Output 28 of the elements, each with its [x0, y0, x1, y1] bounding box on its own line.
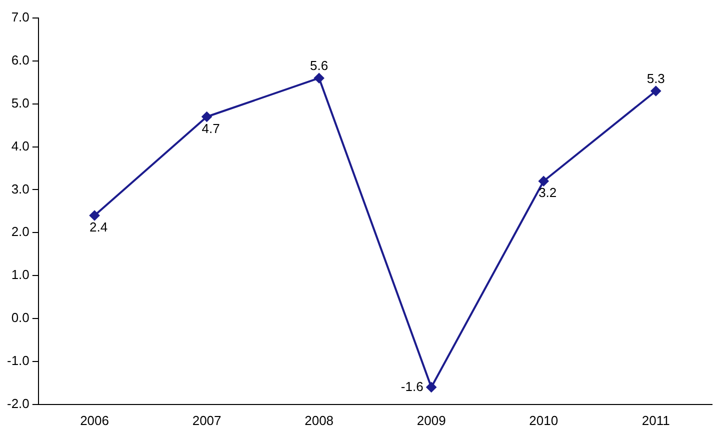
- y-tick-label: 2.0: [11, 224, 30, 240]
- y-tick-label: -1.0: [6, 353, 30, 368]
- point: [650, 86, 661, 96]
- x-tick-label: 2009: [416, 412, 446, 428]
- x-tick-label: 2010: [529, 412, 558, 428]
- y-tick-label: 3.0: [11, 181, 30, 196]
- x-tick-label: 2006: [80, 412, 109, 428]
- data-label: 4.7: [202, 120, 220, 136]
- point: [426, 382, 436, 392]
- y-tick-label: 4.0: [11, 138, 30, 154]
- x-tick-label: 2011: [642, 412, 670, 428]
- point: [538, 176, 549, 186]
- data-label: 5.3: [646, 71, 665, 86]
- y-tick-label: 5.0: [11, 95, 30, 110]
- data-label: 5.6: [310, 58, 328, 74]
- y-tick-label: 6.0: [11, 52, 30, 68]
- point: [202, 112, 212, 122]
- y-tick-label: 7.0: [11, 10, 30, 25]
- data-label: 2.4: [89, 220, 108, 235]
- y-tick-label: -2.0: [6, 396, 30, 411]
- point: [90, 210, 100, 220]
- x-tick-label: 2007: [192, 412, 222, 428]
- y-tick-label: 1.0: [11, 267, 30, 282]
- data-label: 3.2: [538, 185, 557, 200]
- data-label: -1.6: [400, 378, 424, 394]
- x-tick-label: 2008: [304, 412, 334, 428]
- point: [314, 73, 324, 84]
- y-tick-label: 0.0: [11, 310, 30, 326]
